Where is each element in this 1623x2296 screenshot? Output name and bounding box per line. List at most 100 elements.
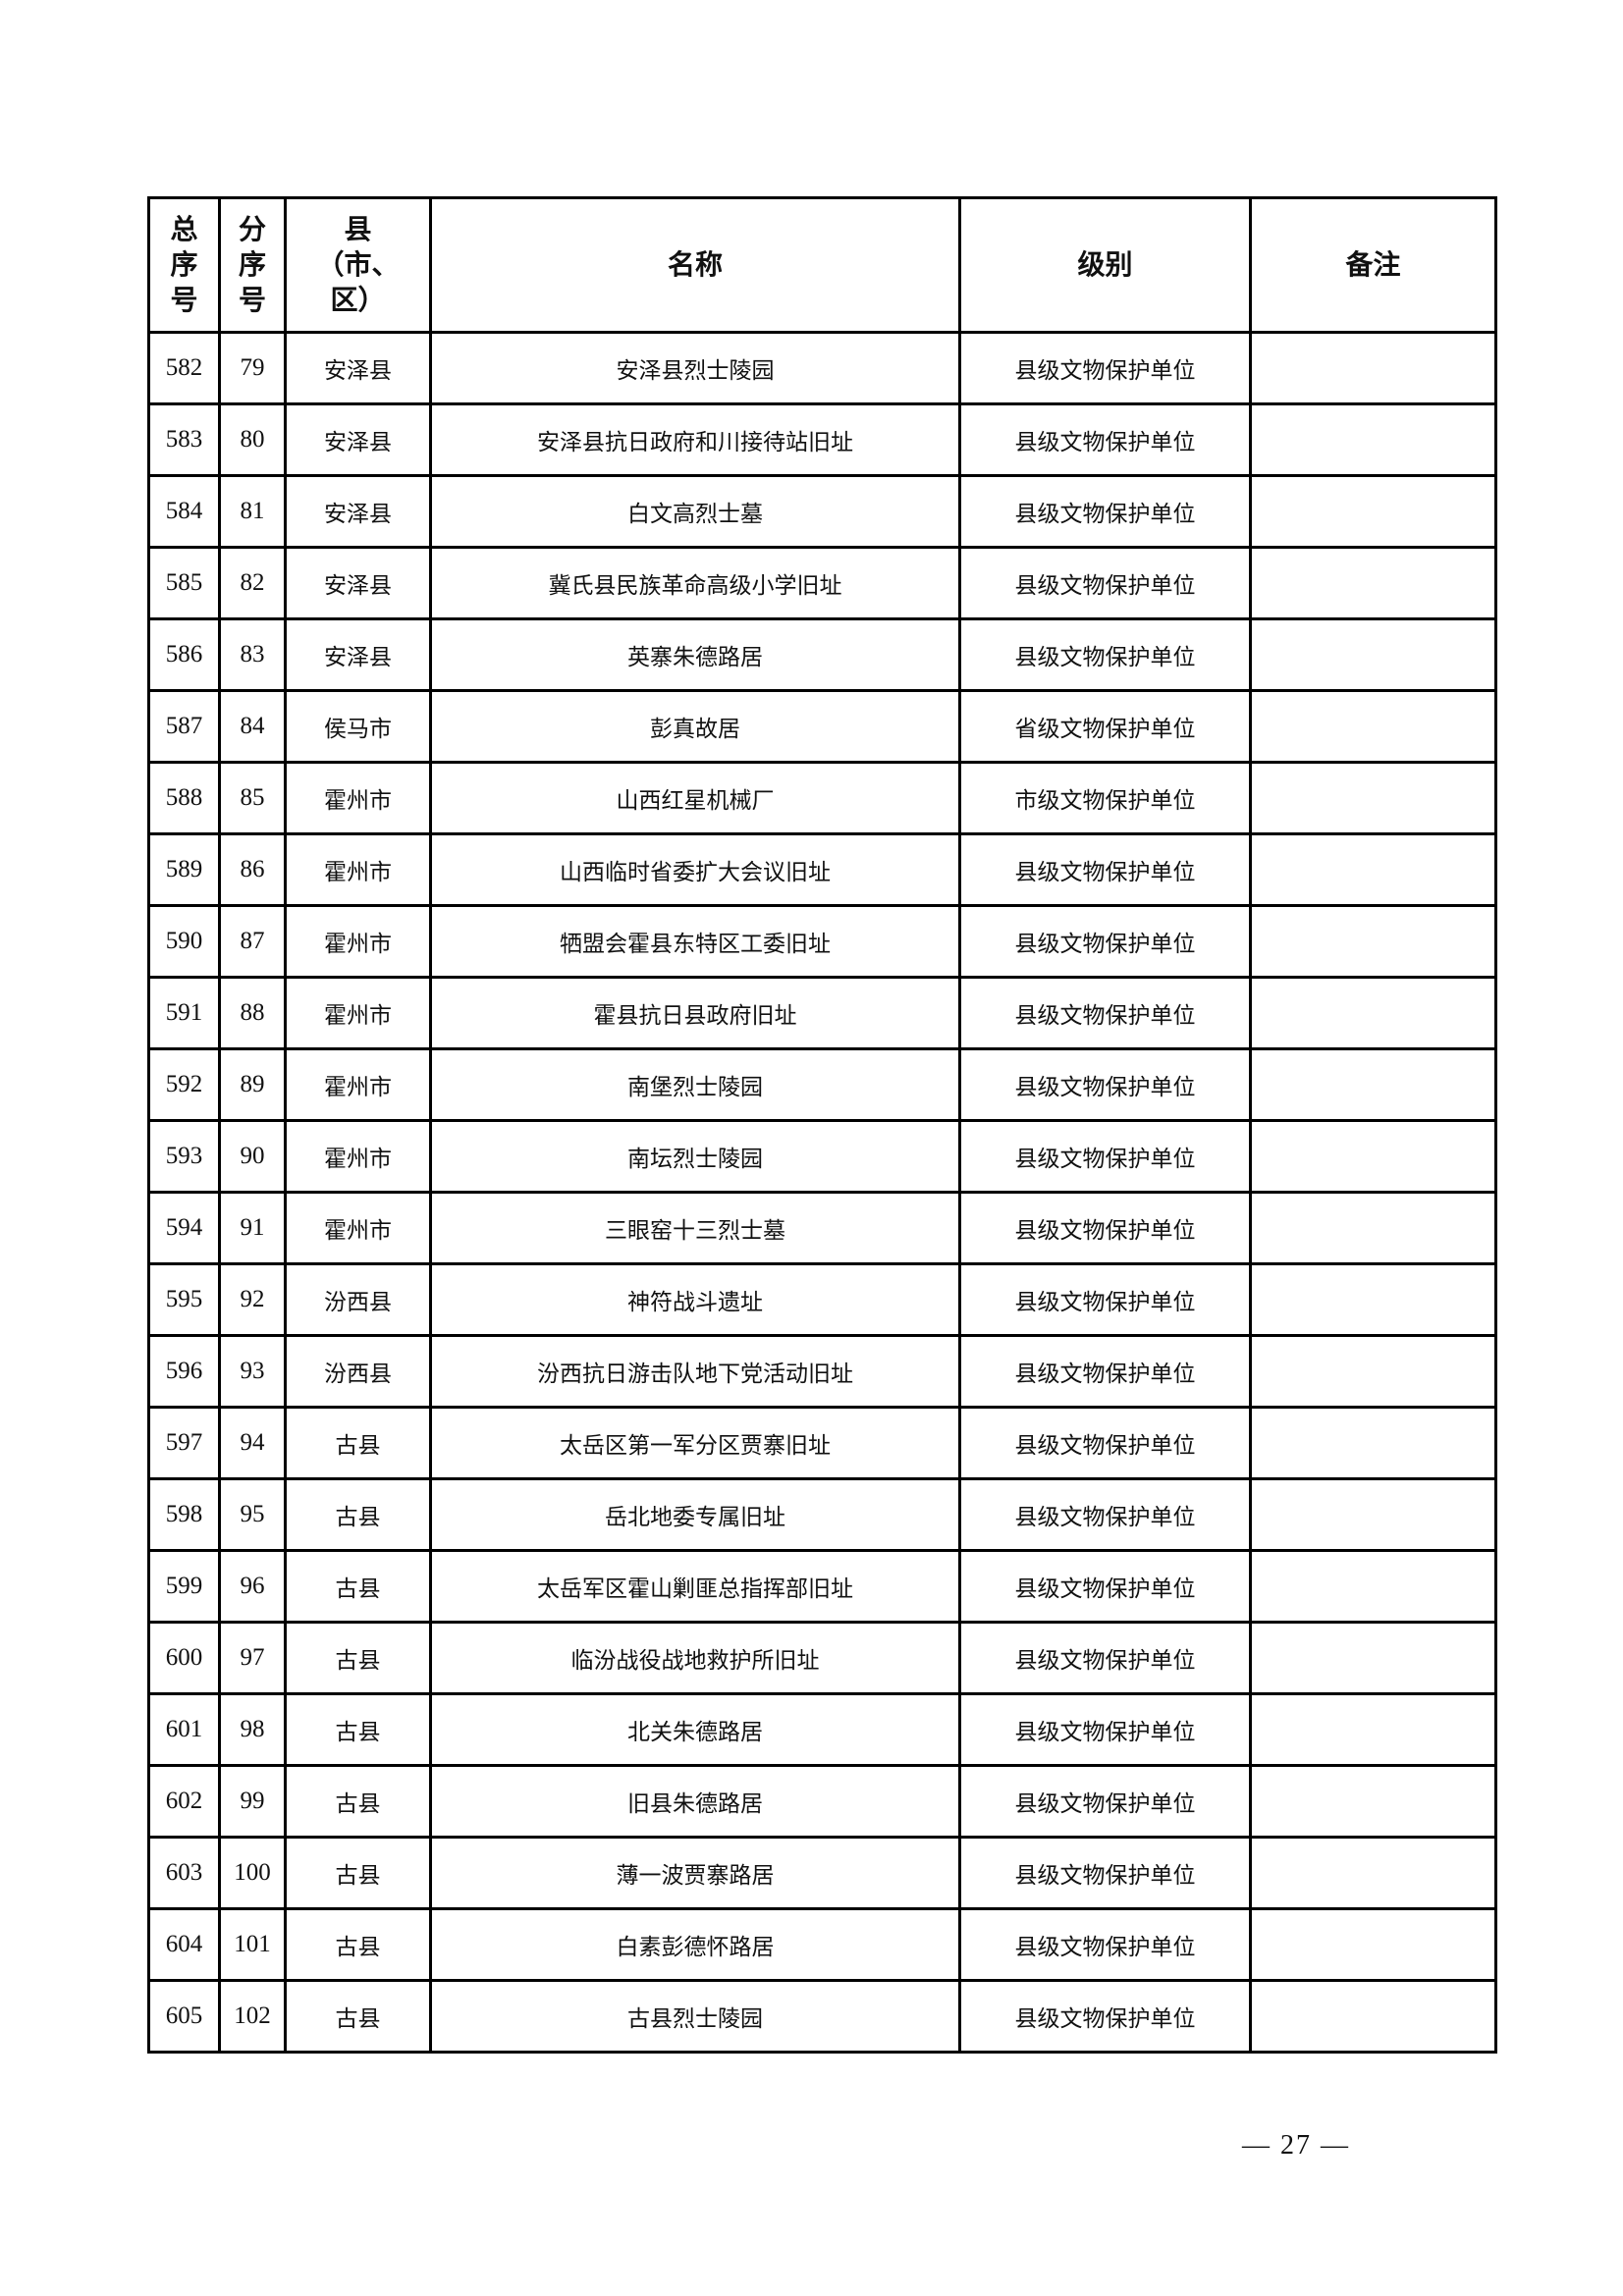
cell-county: 霍州市 [284, 832, 432, 907]
cell-remarks [1249, 1979, 1497, 2054]
cell-level: 市级文物保护单位 [958, 761, 1252, 835]
table-row: 595 92 汾西县 神符战斗遗址 县级文物保护单位 [147, 1262, 1497, 1337]
cell-sub-index: 88 [218, 976, 287, 1050]
cell-remarks [1249, 1621, 1497, 1695]
cell-remarks [1249, 474, 1497, 549]
cell-total-index: 598 [147, 1477, 221, 1552]
header-name: 名称 [429, 196, 961, 334]
cell-total-index: 604 [147, 1907, 221, 1982]
table-row: 602 99 古县 旧县朱德路居 县级文物保护单位 [147, 1764, 1497, 1839]
cell-level: 县级文物保护单位 [958, 1334, 1252, 1409]
table-row: 605 102 古县 古县烈士陵园 县级文物保护单位 [147, 1979, 1497, 2054]
table-row: 596 93 汾西县 汾西抗日游击队地下党活动旧址 县级文物保护单位 [147, 1334, 1497, 1409]
heritage-table: 总 序 号分 序 号县 （市、 区） 名称 级别 备注 582 79 安泽县 安泽县烈士陵园… [147, 196, 1497, 2054]
cell-county: 安泽县 [284, 402, 432, 477]
cell-remarks [1249, 1836, 1497, 1910]
cell-sub-index: 102 [218, 1979, 287, 2054]
cell-county: 霍州市 [284, 761, 432, 835]
cell-county: 古县 [284, 1692, 432, 1767]
cell-name: 古县烈士陵园 [429, 1979, 961, 2054]
cell-county: 霍州市 [284, 1047, 432, 1122]
table-row: 582 79 安泽县 安泽县烈士陵园 县级文物保护单位 [147, 331, 1497, 405]
cell-level: 县级文物保护单位 [958, 331, 1252, 405]
cell-county: 古县 [284, 1836, 432, 1910]
cell-remarks [1249, 546, 1497, 620]
cell-remarks [1249, 832, 1497, 907]
cell-name: 太岳区第一军分区贾寨旧址 [429, 1406, 961, 1480]
cell-level: 县级文物保护单位 [958, 1979, 1252, 2054]
cell-remarks [1249, 1191, 1497, 1265]
table-row: 585 82 安泽县 冀氏县民族革命高级小学旧址 县级文物保护单位 [147, 546, 1497, 620]
cell-level: 县级文物保护单位 [958, 1836, 1252, 1910]
cell-county: 霍州市 [284, 1119, 432, 1194]
cell-sub-index: 91 [218, 1191, 287, 1265]
cell-level: 县级文物保护单位 [958, 1907, 1252, 1982]
cell-remarks [1249, 1047, 1497, 1122]
cell-sub-index: 94 [218, 1406, 287, 1480]
cell-sub-index: 85 [218, 761, 287, 835]
cell-county: 汾西县 [284, 1262, 432, 1337]
cell-total-index: 594 [147, 1191, 221, 1265]
table-row: 604 101 古县 白素彭德怀路居 县级文物保护单位 [147, 1907, 1497, 1982]
table-row: 594 91 霍州市 三眼窑十三烈士墓 县级文物保护单位 [147, 1191, 1497, 1265]
cell-county: 霍州市 [284, 904, 432, 979]
cell-county: 古县 [284, 1764, 432, 1839]
cell-sub-index: 86 [218, 832, 287, 907]
table-row: 600 97 古县 临汾战役战地救护所旧址 县级文物保护单位 [147, 1621, 1497, 1695]
header-level: 级别 [958, 196, 1252, 334]
cell-level: 县级文物保护单位 [958, 976, 1252, 1050]
cell-name: 山西临时省委扩大会议旧址 [429, 832, 961, 907]
table-row: 591 88 霍州市 霍县抗日县政府旧址 县级文物保护单位 [147, 976, 1497, 1050]
cell-remarks [1249, 904, 1497, 979]
cell-total-index: 585 [147, 546, 221, 620]
cell-sub-index: 81 [218, 474, 287, 549]
cell-county: 古县 [284, 1907, 432, 1982]
table-row: 593 90 霍州市 南坛烈士陵园 县级文物保护单位 [147, 1119, 1497, 1194]
cell-total-index: 591 [147, 976, 221, 1050]
cell-level: 县级文物保护单位 [958, 1119, 1252, 1194]
cell-sub-index: 101 [218, 1907, 287, 1982]
cell-total-index: 588 [147, 761, 221, 835]
table-row: 590 87 霍州市 牺盟会霍县东特区工委旧址 县级文物保护单位 [147, 904, 1497, 979]
cell-total-index: 586 [147, 617, 221, 692]
cell-total-index: 584 [147, 474, 221, 549]
cell-sub-index: 79 [218, 331, 287, 405]
cell-remarks [1249, 1334, 1497, 1409]
cell-county: 古县 [284, 1549, 432, 1624]
cell-total-index: 595 [147, 1262, 221, 1337]
cell-total-index: 600 [147, 1621, 221, 1695]
cell-total-index: 590 [147, 904, 221, 979]
cell-sub-index: 100 [218, 1836, 287, 1910]
cell-name: 山西红星机械厂 [429, 761, 961, 835]
cell-name: 汾西抗日游击队地下党活动旧址 [429, 1334, 961, 1409]
cell-sub-index: 87 [218, 904, 287, 979]
cell-level: 县级文物保护单位 [958, 1191, 1252, 1265]
cell-level: 县级文物保护单位 [958, 1692, 1252, 1767]
cell-sub-index: 97 [218, 1621, 287, 1695]
cell-sub-index: 84 [218, 689, 287, 764]
cell-level: 县级文物保护单位 [958, 832, 1252, 907]
cell-level: 县级文物保护单位 [958, 1764, 1252, 1839]
cell-sub-index: 96 [218, 1549, 287, 1624]
cell-remarks [1249, 976, 1497, 1050]
table-row: 584 81 安泽县 白文高烈士墓 县级文物保护单位 [147, 474, 1497, 549]
cell-sub-index: 82 [218, 546, 287, 620]
cell-level: 县级文物保护单位 [958, 474, 1252, 549]
cell-name: 三眼窑十三烈士墓 [429, 1191, 961, 1265]
cell-county: 古县 [284, 1477, 432, 1552]
cell-county: 古县 [284, 1621, 432, 1695]
cell-county: 安泽县 [284, 474, 432, 549]
cell-remarks [1249, 1262, 1497, 1337]
cell-level: 县级文物保护单位 [958, 617, 1252, 692]
table-row: 597 94 古县 太岳区第一军分区贾寨旧址 县级文物保护单位 [147, 1406, 1497, 1480]
cell-name: 冀氏县民族革命高级小学旧址 [429, 546, 961, 620]
cell-total-index: 587 [147, 689, 221, 764]
page-number: — 27 — [1242, 2130, 1350, 2161]
cell-remarks [1249, 1119, 1497, 1194]
header-county: 县 （市、 区） [284, 196, 432, 334]
cell-name: 安泽县烈士陵园 [429, 331, 961, 405]
cell-sub-index: 89 [218, 1047, 287, 1122]
cell-county: 古县 [284, 1406, 432, 1480]
cell-county: 古县 [284, 1979, 432, 2054]
cell-level: 县级文物保护单位 [958, 402, 1252, 477]
